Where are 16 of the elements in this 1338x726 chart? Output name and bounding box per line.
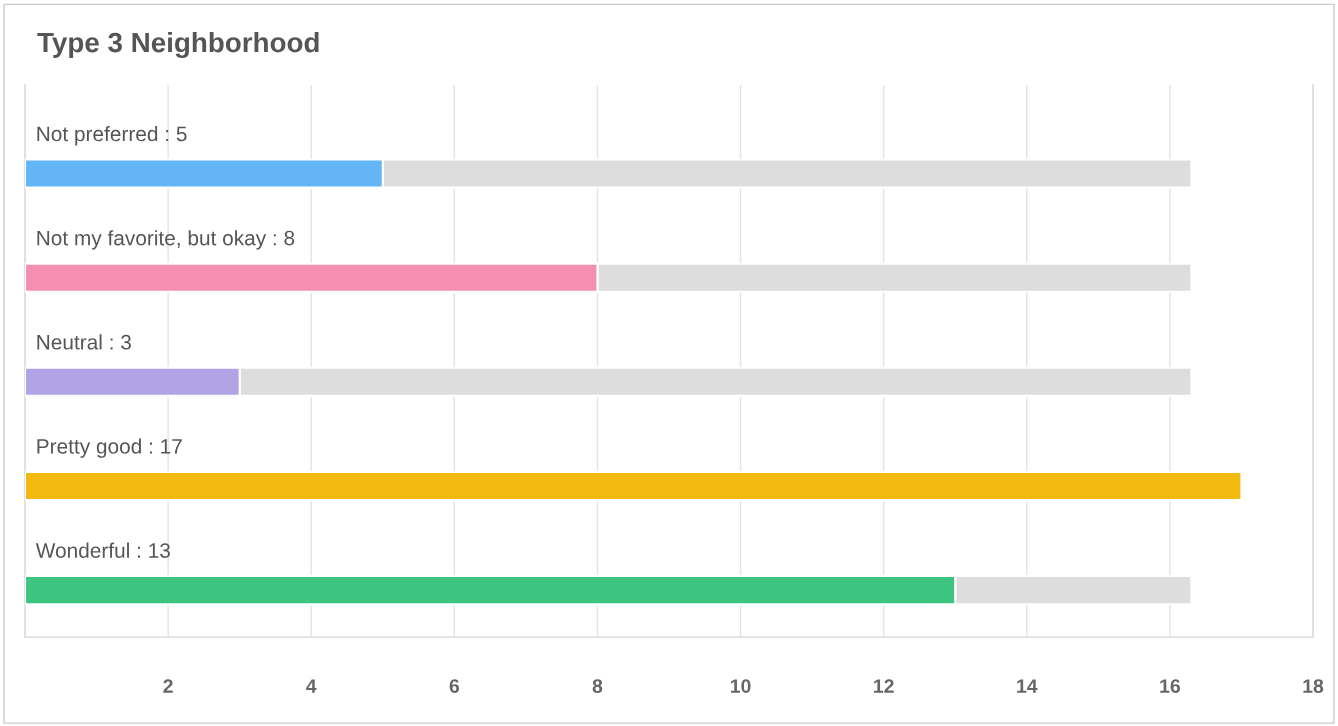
x-tick-label: 10 — [730, 679, 751, 693]
y-tick-label: Not my favorite, but okay : 8 — [37, 230, 295, 250]
y-tick-label: Not preferred : 5 — [37, 125, 187, 146]
x-tick-label: 4 — [306, 679, 317, 693]
y-tick-label: Pretty good : 17 — [37, 438, 182, 458]
y-tick-label: Wonderful : 13 — [35, 542, 170, 558]
x-tick-label: 6 — [449, 679, 460, 693]
x-tick-label: 16 — [1160, 679, 1180, 693]
x-tick-label: 12 — [874, 679, 894, 693]
y-tick-label: Neutral : 3 — [37, 334, 131, 350]
x-tick-label: 8 — [592, 679, 603, 693]
x-tick-label: 2 — [163, 679, 173, 693]
x-tick-label: 14 — [1017, 679, 1038, 693]
bar — [25, 470, 1243, 502]
chart-title: Type 3 Neighborhood — [37, 31, 319, 59]
x-tick-label: 18 — [1303, 679, 1324, 693]
